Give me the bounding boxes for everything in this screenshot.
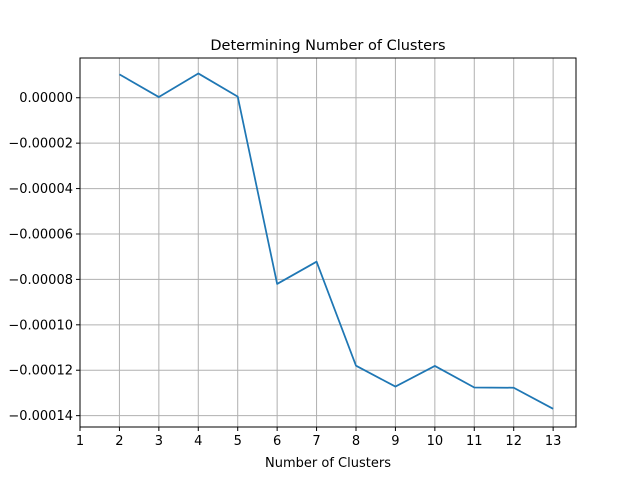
y-tick-label: −0.00010 <box>8 318 73 333</box>
x-tick-label: 9 <box>391 434 399 449</box>
y-tick-label: −0.00012 <box>8 364 73 379</box>
x-tick-label: 7 <box>312 434 320 449</box>
y-gridlines <box>80 97 576 417</box>
y-tick-label: −0.00014 <box>8 409 73 424</box>
series-line <box>118 72 554 410</box>
y-tick-label: 0.00000 <box>19 91 73 106</box>
x-tick-label: 11 <box>466 434 483 449</box>
x-tick-label: 10 <box>427 434 444 449</box>
x-axis-label: Number of Clusters <box>265 456 391 471</box>
y-axis-ticks: 0.00000 −0.00002 −0.00004 −0.00006 −0.00008 −… <box>8 91 80 424</box>
x-tick-label: 6 <box>273 434 281 449</box>
x-tick-label: 5 <box>234 434 242 449</box>
x-tick-label: 3 <box>155 434 163 449</box>
x-tick-label: 12 <box>505 434 522 449</box>
y-tick-label: −0.00008 <box>8 273 73 288</box>
series-layer <box>118 72 554 410</box>
x-tick-label: 4 <box>194 434 202 449</box>
x-tick-label: 8 <box>352 434 360 449</box>
x-tick-label: 13 <box>545 434 562 449</box>
plot-frame <box>79 57 577 428</box>
x-tick-label: 2 <box>115 434 123 449</box>
x-axis-ticks: 1 2 3 4 5 6 7 8 9 10 11 12 13 <box>76 427 562 449</box>
y-tick-label: −0.00004 <box>8 182 73 197</box>
y-tick-label: −0.00006 <box>8 227 73 242</box>
x-tick-label: 1 <box>76 434 84 449</box>
chart-title: Determining Number of Clusters <box>210 38 445 54</box>
y-tick-label: −0.00002 <box>8 137 73 152</box>
